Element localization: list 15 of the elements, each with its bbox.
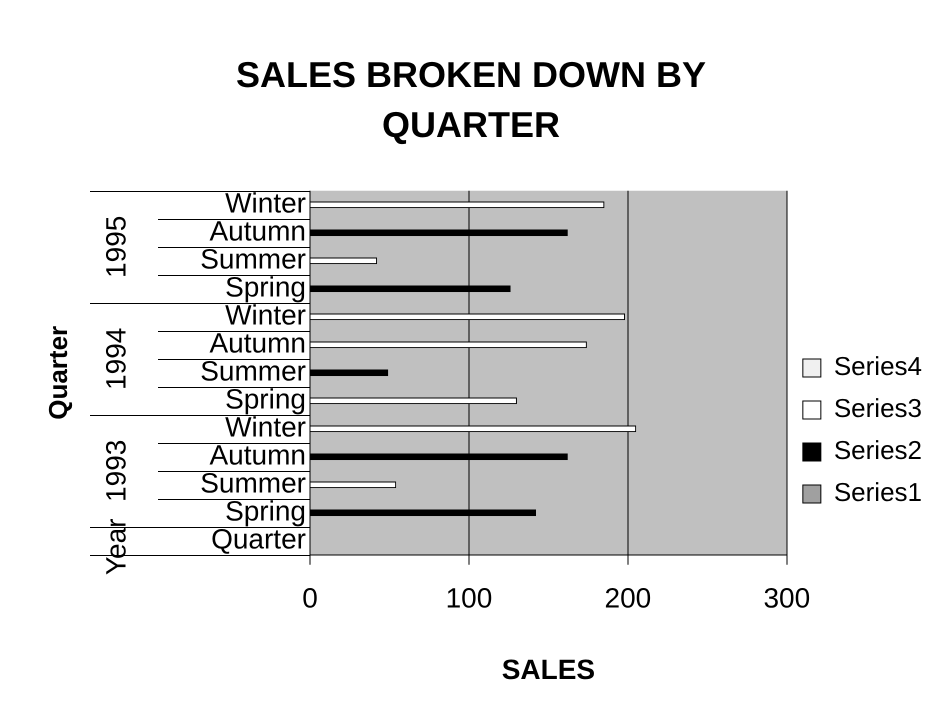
text: 1995 — [100, 216, 132, 278]
x-tick-label: 200 — [604, 582, 652, 614]
x-tick-label: 300 — [763, 582, 810, 614]
legend-label: Series2 — [834, 435, 922, 466]
legend-label: Series3 — [834, 393, 922, 424]
text: 1994 — [100, 328, 132, 390]
x-tick-label: 0 — [302, 582, 318, 614]
legend-label: Series4 — [834, 351, 922, 382]
x-tick-label: 100 — [446, 582, 492, 614]
x-axis-title: SALES — [502, 654, 596, 685]
text: 1993 — [100, 440, 132, 502]
y-axis-title: Quarter — [42, 326, 73, 420]
legend-label: Series1 — [834, 477, 922, 508]
chart-title: SALES BROKEN DOWN BY QUARTER — [234, 53, 708, 147]
text: Year — [100, 518, 132, 576]
